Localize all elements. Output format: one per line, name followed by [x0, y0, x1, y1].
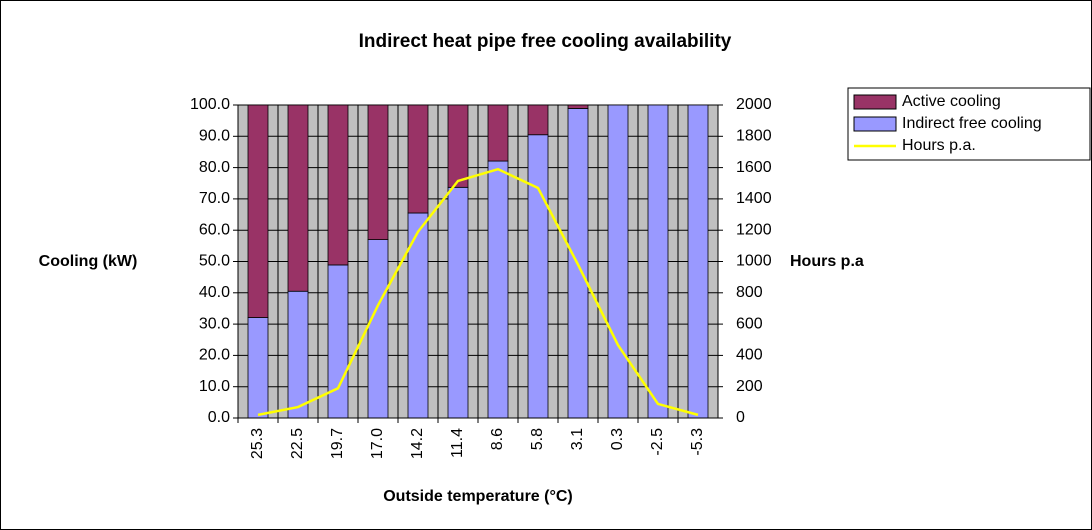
x-tick-label: 3.1: [569, 428, 586, 450]
x-tick-label: 5.8: [529, 428, 546, 450]
y-tick-label: 40.0: [199, 284, 230, 301]
bar: [607, 104, 629, 419]
y2-tick-label: 1000: [736, 253, 772, 270]
legend-label: Hours p.a.: [902, 137, 976, 154]
bar: [327, 104, 349, 266]
bar: [487, 160, 509, 419]
y2-tick-label: 1200: [736, 221, 772, 238]
y-tick-label: 100.0: [190, 96, 230, 113]
y-tick-label: 90.0: [199, 128, 230, 145]
y2-tick-label: 400: [736, 347, 763, 364]
y-axis-title: Cooling (kW): [39, 253, 138, 270]
x-tick-label: 11.4: [449, 428, 466, 458]
bar: [487, 104, 509, 162]
bar: [647, 104, 669, 419]
legend-label: Indirect free cooling: [902, 115, 1042, 132]
y-tick-label: 0.0: [208, 409, 230, 426]
y2-tick-label: 800: [736, 284, 763, 301]
x-tick-label: 19.7: [329, 428, 346, 459]
legend-swatch: [853, 94, 897, 110]
x-tick-label: 22.5: [289, 428, 306, 459]
y-tick-label: 60.0: [199, 221, 230, 238]
y2-tick-label: 1600: [736, 159, 772, 176]
y-tick-label: 50.0: [199, 253, 230, 270]
bar: [567, 104, 589, 109]
x-tick-label: 25.3: [249, 428, 266, 459]
y2-tick-label: 200: [736, 378, 763, 395]
y2-tick-label: 1400: [736, 190, 772, 207]
x-tick-label: 17.0: [369, 428, 386, 459]
bar: [367, 104, 389, 240]
bar: [687, 104, 709, 419]
bar: [327, 264, 349, 419]
line: [257, 167, 699, 417]
bar: [527, 104, 549, 136]
y2-tick-label: 1800: [736, 128, 772, 145]
bar: [287, 104, 309, 292]
bar: [367, 239, 389, 419]
y2-tick-label: 2000: [736, 96, 772, 113]
y-tick-label: 10.0: [199, 378, 230, 395]
x-tick-label: -5.3: [689, 428, 706, 456]
bar: [287, 290, 309, 419]
x-tick-label: 8.6: [489, 428, 506, 450]
bar: [447, 186, 469, 419]
bar: [447, 104, 469, 188]
x-tick-label: 14.2: [409, 428, 426, 459]
x-axis-title: Outside temperature (°C): [383, 488, 573, 505]
x-tick-label: -2.5: [649, 428, 666, 456]
y-tick-label: 20.0: [199, 347, 230, 364]
y-tick-label: 70.0: [199, 190, 230, 207]
y2-axis-title: Hours p.a: [790, 253, 864, 270]
y2-tick-label: 600: [736, 315, 763, 332]
y2-tick-label: 0: [736, 409, 745, 426]
bar: [247, 104, 269, 318]
y-tick-label: 80.0: [199, 159, 230, 176]
x-tick-label: 0.3: [609, 428, 626, 450]
bar: [527, 134, 549, 419]
chart-title: Indirect heat pipe free cooling availabi…: [359, 31, 732, 52]
legend-swatch: [853, 116, 897, 132]
bar: [407, 104, 429, 214]
y-tick-label: 30.0: [199, 315, 230, 332]
bar: [247, 317, 269, 419]
legend-label: Active cooling: [902, 93, 1001, 110]
